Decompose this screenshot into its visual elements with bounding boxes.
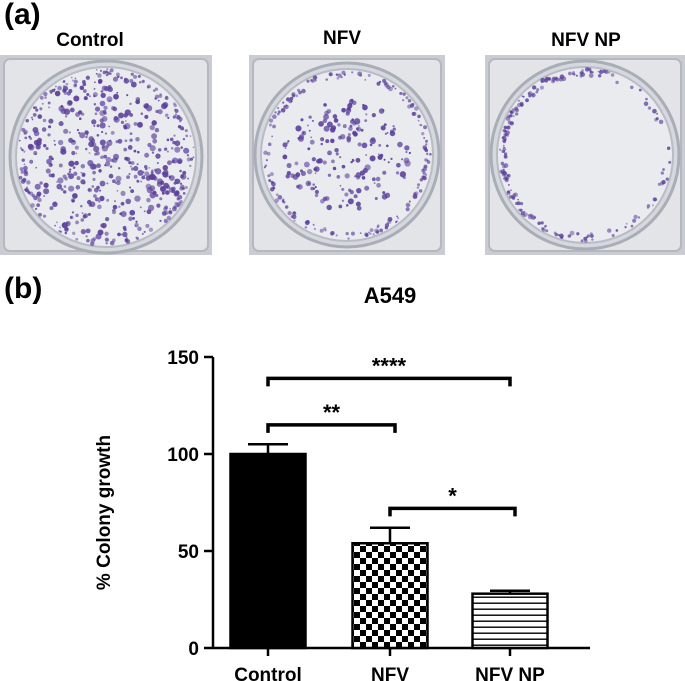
colony-group	[498, 67, 672, 243]
plate-dish	[260, 68, 434, 242]
bar-control	[229, 452, 307, 650]
y-tick-label-0: 0	[188, 639, 199, 660]
y-tick-label-3: 150	[167, 348, 199, 369]
y-tick-label-2: 100	[167, 445, 199, 466]
x-tick-label-1: NFV	[371, 665, 409, 681]
significance-bracket-0	[266, 423, 397, 433]
plate-title-nfv-np: NFV NP	[551, 30, 621, 51]
y-axis-label: % Colony growth	[94, 435, 115, 590]
panel-a-label: (a)	[4, 0, 41, 31]
bar-nfv-np	[471, 592, 549, 650]
significance-bracket-1	[266, 376, 512, 387]
x-tick-label-2: NFV NP	[475, 665, 545, 681]
significance-bracket-2	[388, 506, 517, 517]
panel-b-label: (b)	[4, 272, 43, 305]
chart-title: A549	[363, 283, 417, 308]
bar-chart: 0 50 100 150 % Colony growth Control NFV NFV NP…	[94, 348, 590, 681]
plate-photo-nfv-np	[485, 55, 685, 255]
colony-group	[263, 70, 432, 240]
y-tick-label-1: 50	[178, 542, 199, 563]
significance-label-2: *	[448, 483, 457, 508]
plate-photo-nfv	[249, 55, 445, 255]
plate-title-control: Control	[56, 30, 124, 51]
plate-dish	[496, 66, 674, 244]
x-tick-label-0: Control	[234, 665, 302, 681]
significance-label-0: **	[323, 400, 341, 425]
plate-title-nfv: NFV	[323, 28, 361, 49]
significance-label-1: ****	[372, 353, 407, 378]
colony-group	[18, 68, 195, 246]
plate-photo-control	[0, 55, 212, 255]
bar-nfv	[351, 541, 429, 650]
